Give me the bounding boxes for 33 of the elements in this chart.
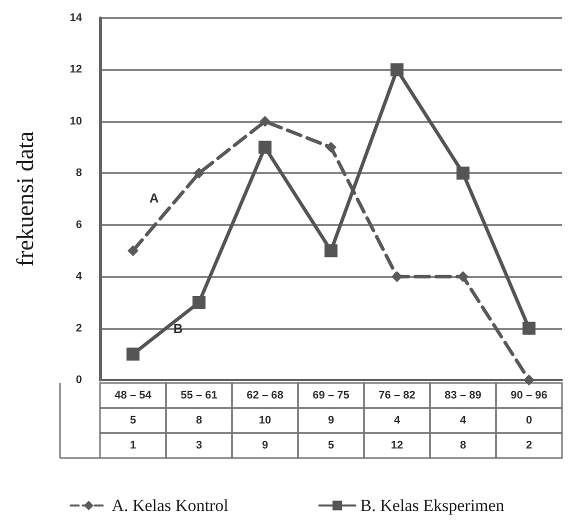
- y-tick-label: 8: [76, 167, 82, 180]
- data-label: 2: [526, 440, 532, 452]
- annotation: A: [149, 190, 160, 206]
- data-label: 10: [258, 414, 272, 426]
- y-tick-label: 0: [76, 374, 82, 386]
- data-label: 4: [394, 414, 401, 426]
- legend-label: A. Kelas Kontrol: [112, 496, 229, 515]
- x-tick-label: 62 – 68: [246, 390, 284, 402]
- data-label: 3: [196, 440, 202, 452]
- data-label: 9: [262, 440, 268, 452]
- x-tick-label: 69 – 75: [312, 390, 350, 402]
- data-label: 1: [130, 440, 136, 452]
- y-tick-label: 4: [76, 270, 83, 283]
- data-label: 4: [460, 414, 467, 426]
- x-tick-label: 76 – 82: [378, 390, 416, 402]
- legend-label: B. Kelas Eksperimen: [360, 496, 505, 515]
- y-tick-label: 2: [76, 322, 82, 334]
- data-label: 9: [328, 414, 334, 426]
- data-label: 0: [526, 414, 532, 426]
- y-tick-label: 14: [70, 12, 83, 24]
- data-label: 12: [390, 440, 404, 452]
- y-tick-label: 6: [76, 218, 82, 231]
- data-label: 8: [196, 414, 202, 426]
- data-label: 5: [130, 414, 136, 426]
- x-tick-label: 55 – 61: [180, 390, 218, 402]
- y-tick-label: 10: [70, 115, 82, 128]
- y-axis-title: frekuensi data: [13, 131, 39, 267]
- x-tick-label: 48 – 54: [114, 390, 152, 402]
- y-tick-label: 12: [70, 64, 82, 76]
- data-label: 5: [328, 440, 334, 452]
- x-tick-label: 83 – 89: [444, 390, 482, 402]
- x-tick-label: 90 – 96: [510, 390, 548, 402]
- data-label: 8: [460, 440, 466, 452]
